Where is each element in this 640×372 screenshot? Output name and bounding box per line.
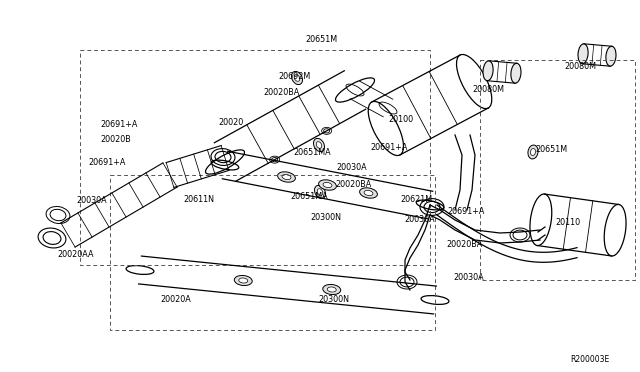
Ellipse shape xyxy=(314,185,326,199)
Text: 20651M: 20651M xyxy=(535,145,567,154)
Ellipse shape xyxy=(606,46,616,66)
Text: 20300N: 20300N xyxy=(310,213,341,222)
Text: 20080M: 20080M xyxy=(564,62,596,71)
Ellipse shape xyxy=(327,287,336,292)
Text: 20621M: 20621M xyxy=(400,195,432,204)
Text: 20691+A: 20691+A xyxy=(88,158,125,167)
Ellipse shape xyxy=(317,189,323,195)
Text: 20030A: 20030A xyxy=(76,196,107,205)
Ellipse shape xyxy=(234,275,252,286)
Text: 20300N: 20300N xyxy=(318,295,349,304)
Text: 20020B: 20020B xyxy=(100,135,131,144)
Text: 20692M: 20692M xyxy=(278,72,310,81)
Ellipse shape xyxy=(323,182,332,187)
Text: 20651MA: 20651MA xyxy=(290,192,328,201)
Text: 20691+A: 20691+A xyxy=(370,143,408,152)
Text: 20020BA: 20020BA xyxy=(335,180,371,189)
Ellipse shape xyxy=(360,188,378,198)
Text: 20080M: 20080M xyxy=(472,85,504,94)
Ellipse shape xyxy=(578,44,588,64)
Text: 20020: 20020 xyxy=(218,118,243,127)
Text: 20651MA: 20651MA xyxy=(293,148,331,157)
Text: 20651M: 20651M xyxy=(305,35,337,44)
Ellipse shape xyxy=(278,172,296,182)
Text: 20020BA: 20020BA xyxy=(446,240,483,249)
Text: 20020A: 20020A xyxy=(160,295,191,304)
Ellipse shape xyxy=(319,180,337,190)
Text: 20110: 20110 xyxy=(555,218,580,227)
Text: 20030A: 20030A xyxy=(453,273,484,282)
Ellipse shape xyxy=(323,285,340,295)
Ellipse shape xyxy=(531,148,536,155)
Text: 20691+A: 20691+A xyxy=(447,207,484,216)
Ellipse shape xyxy=(364,190,373,196)
Ellipse shape xyxy=(511,63,521,83)
Text: 20691+A: 20691+A xyxy=(100,120,138,129)
Ellipse shape xyxy=(483,61,493,81)
Ellipse shape xyxy=(239,278,248,283)
Text: 20020BA: 20020BA xyxy=(263,88,300,97)
Ellipse shape xyxy=(314,138,324,152)
Ellipse shape xyxy=(316,142,322,148)
Text: 20030A: 20030A xyxy=(336,163,367,172)
Text: 20611N: 20611N xyxy=(183,195,214,204)
Ellipse shape xyxy=(291,71,303,84)
Text: 20030A: 20030A xyxy=(404,215,435,224)
Ellipse shape xyxy=(294,75,300,81)
Text: 20100: 20100 xyxy=(388,115,413,124)
Ellipse shape xyxy=(282,174,291,180)
Ellipse shape xyxy=(528,145,538,159)
Text: 20020AA: 20020AA xyxy=(57,250,93,259)
Text: R200003E: R200003E xyxy=(570,355,609,364)
